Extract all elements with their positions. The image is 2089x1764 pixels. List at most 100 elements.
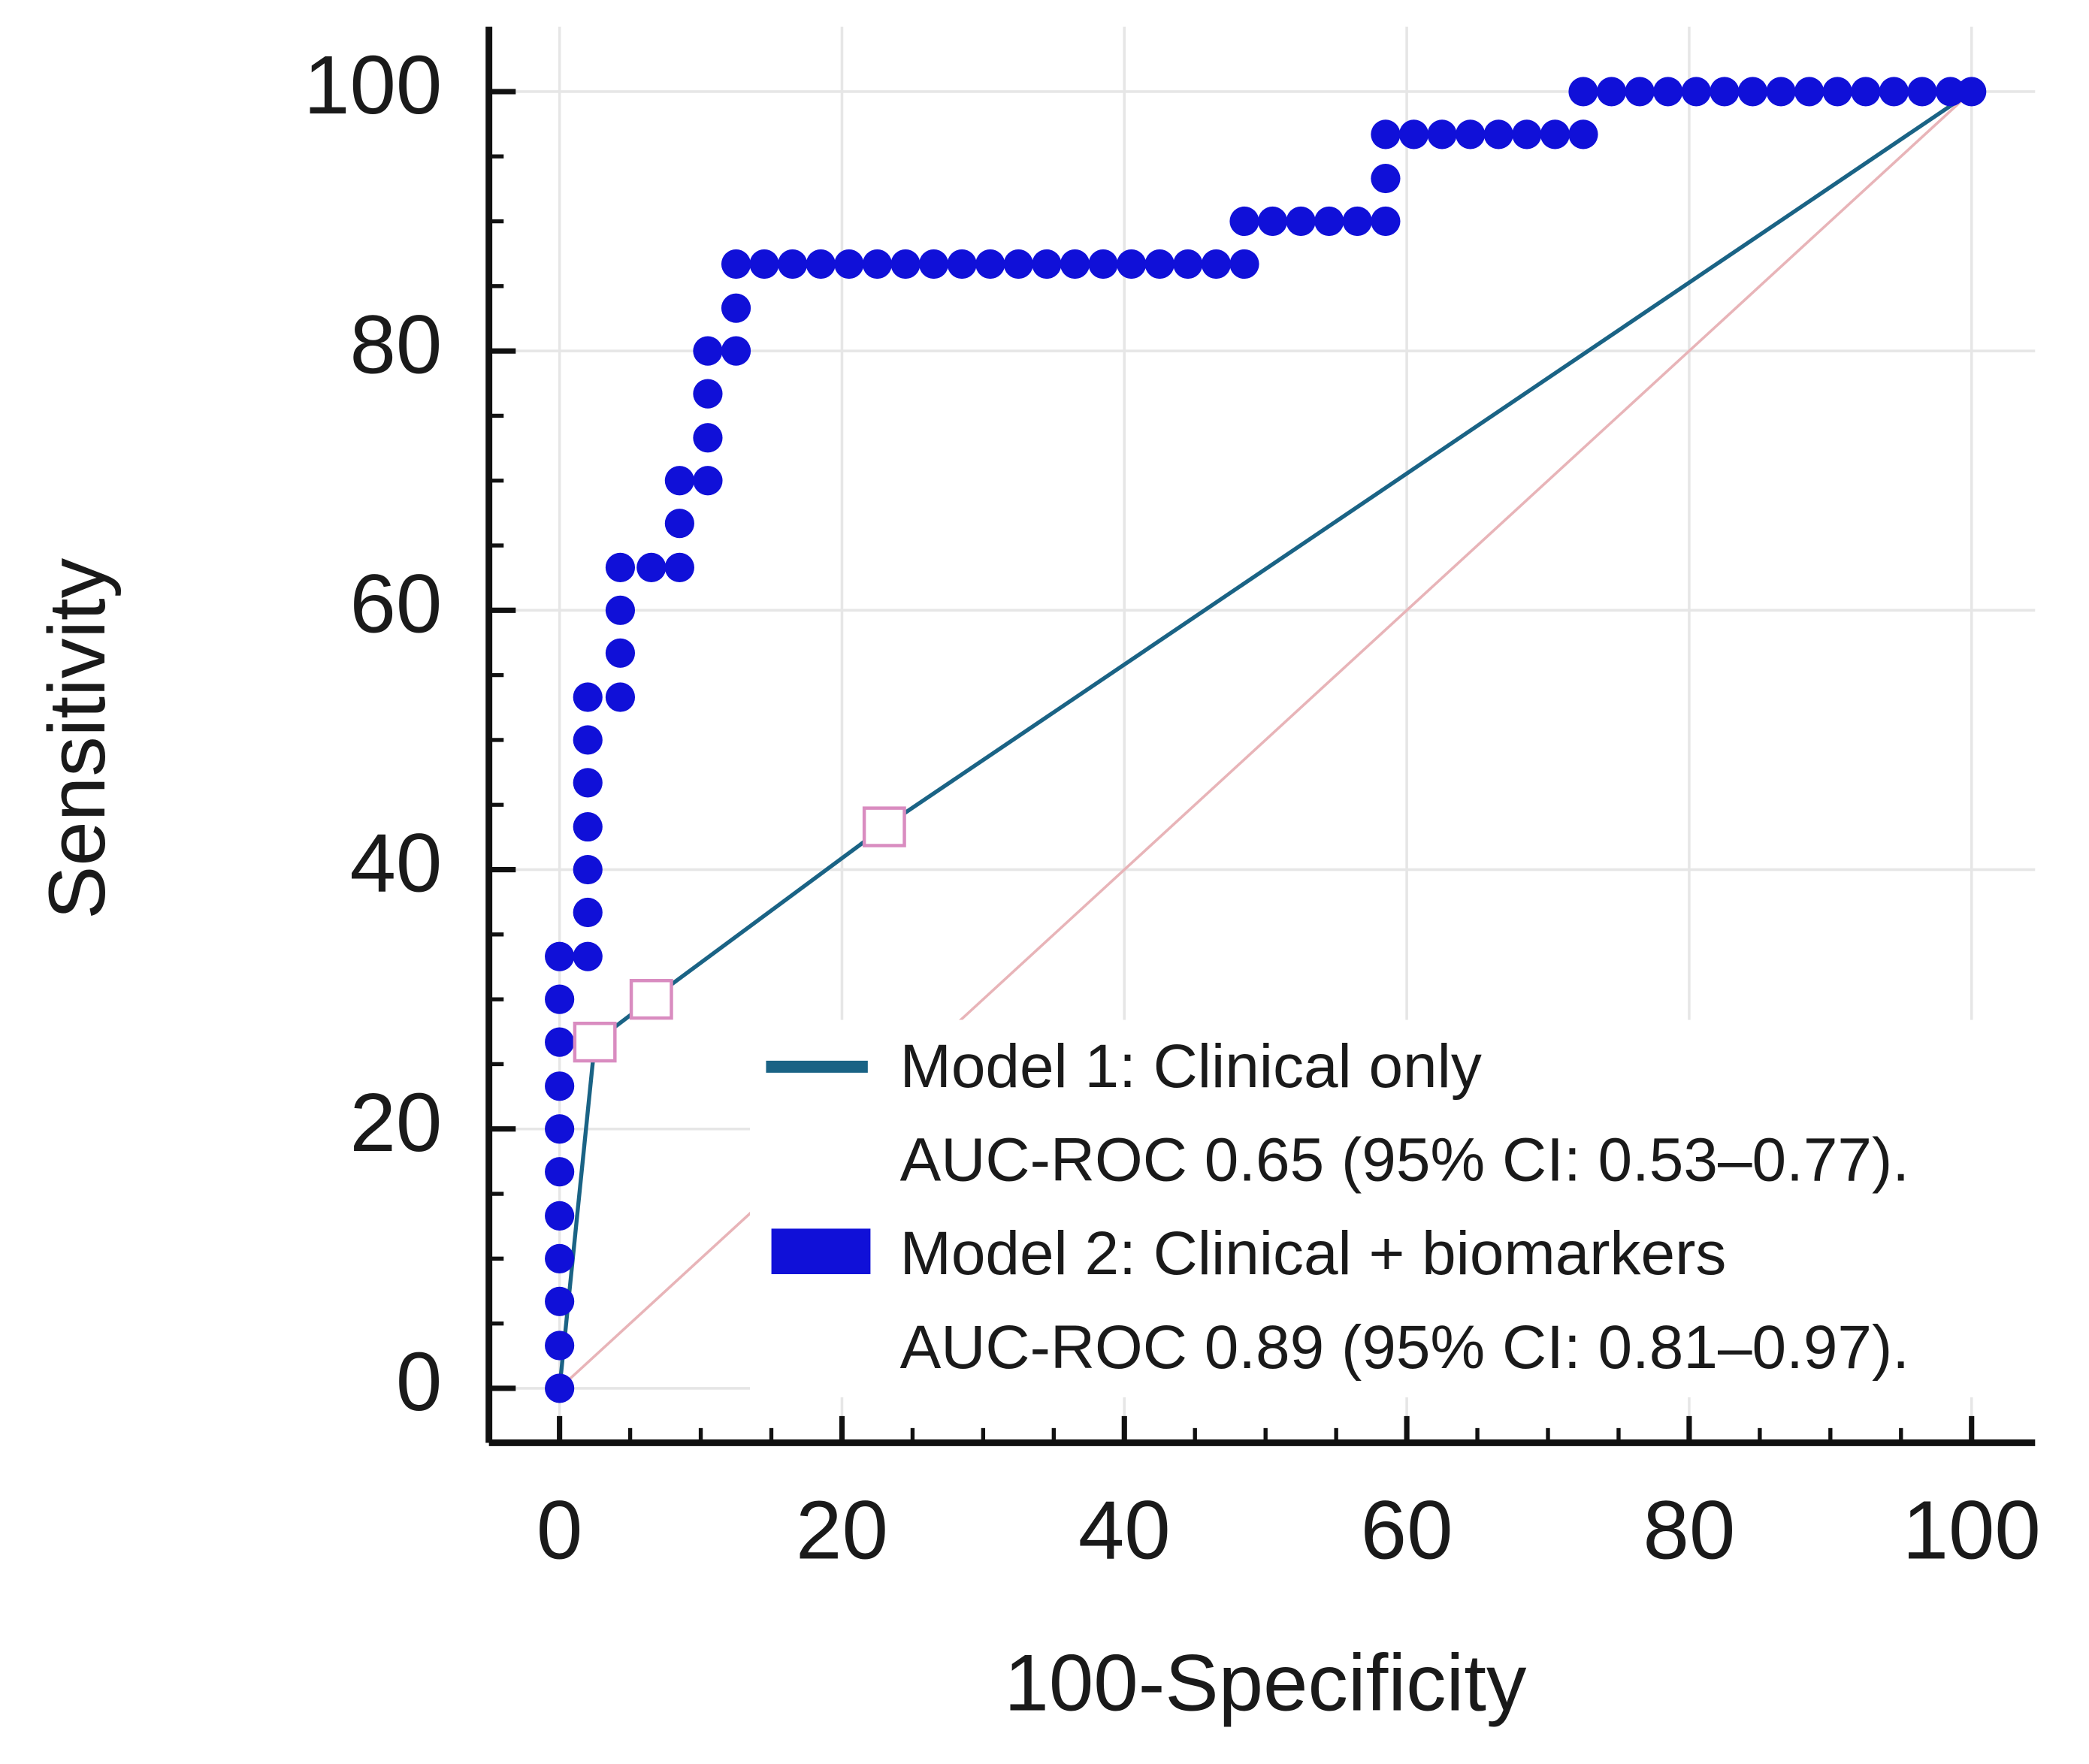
point xyxy=(1681,77,1711,107)
y-tick-label: 100 xyxy=(304,39,442,131)
point xyxy=(1483,119,1513,150)
point xyxy=(1568,119,1598,150)
point xyxy=(545,984,575,1014)
point xyxy=(721,336,751,366)
x-tick-label: 60 xyxy=(1361,1484,1453,1576)
point xyxy=(1625,77,1655,107)
point xyxy=(545,1027,575,1057)
point xyxy=(862,249,893,279)
point xyxy=(605,595,636,625)
point xyxy=(1935,77,1966,107)
point xyxy=(1144,249,1174,279)
point xyxy=(1314,206,1344,237)
point xyxy=(664,509,694,539)
point xyxy=(1229,249,1259,279)
point xyxy=(1879,77,1909,107)
point xyxy=(1512,119,1542,150)
point xyxy=(573,768,603,798)
point xyxy=(545,1286,575,1316)
point xyxy=(545,941,575,971)
point xyxy=(573,682,603,712)
point xyxy=(664,552,694,582)
point xyxy=(1342,206,1372,237)
point xyxy=(545,1331,575,1361)
point xyxy=(1371,163,1401,194)
x-axis-title: 100-Specificity xyxy=(1004,1637,1527,1727)
point xyxy=(1456,119,1486,150)
point xyxy=(545,1157,575,1187)
point xyxy=(1907,77,1937,107)
point xyxy=(1117,249,1147,279)
point xyxy=(693,379,723,409)
y-tick-label: 80 xyxy=(349,298,442,391)
point xyxy=(721,249,751,279)
point xyxy=(545,1373,575,1403)
point xyxy=(1371,206,1401,237)
legend-note: AUC-ROC 0.65 (95% CI: 0.53–0.77). xyxy=(900,1126,1909,1195)
y-tick-label: 20 xyxy=(349,1077,442,1169)
y-axis-title: Sensitivity xyxy=(32,557,122,920)
point xyxy=(545,1201,575,1231)
point xyxy=(1003,249,1033,279)
point xyxy=(862,806,906,847)
point xyxy=(693,423,723,453)
point xyxy=(573,1021,617,1063)
legend-label: Model 1: Clinical only xyxy=(900,1032,1482,1101)
point xyxy=(919,249,949,279)
point xyxy=(573,854,603,885)
point xyxy=(545,1071,575,1101)
y-tick-label: 0 xyxy=(396,1336,442,1428)
point xyxy=(1710,77,1740,107)
x-tick-label: 80 xyxy=(1643,1484,1735,1576)
point xyxy=(1737,77,1768,107)
legend-background xyxy=(750,1019,2089,1397)
x-tick-label: 20 xyxy=(796,1484,888,1576)
point xyxy=(605,638,636,668)
point xyxy=(1427,119,1457,150)
point xyxy=(1653,77,1683,107)
point xyxy=(1229,206,1259,237)
point xyxy=(1173,249,1203,279)
point xyxy=(834,249,864,279)
y-tick-label: 60 xyxy=(349,558,442,651)
point xyxy=(1032,249,1062,279)
point xyxy=(806,249,836,279)
point xyxy=(605,552,636,582)
point xyxy=(1201,249,1232,279)
legend-swatch xyxy=(771,1228,871,1274)
legend-label: Model 2: Clinical + biomarkers xyxy=(900,1219,1727,1288)
point xyxy=(1957,77,1987,107)
x-tick-label: 100 xyxy=(1903,1484,2041,1576)
point xyxy=(975,249,1005,279)
point xyxy=(545,1114,575,1144)
point xyxy=(1766,77,1796,107)
point xyxy=(1286,206,1316,237)
point xyxy=(1568,77,1598,107)
point xyxy=(573,725,603,755)
point xyxy=(693,336,723,366)
point xyxy=(693,466,723,496)
point xyxy=(1851,77,1881,107)
point xyxy=(1060,249,1090,279)
point xyxy=(1371,119,1401,150)
point xyxy=(890,249,921,279)
point xyxy=(664,466,694,496)
point xyxy=(1088,249,1118,279)
x-tick-label: 0 xyxy=(537,1484,582,1576)
legend-note: AUC-ROC 0.89 (95% CI: 0.81–0.97). xyxy=(900,1313,1909,1382)
point xyxy=(749,249,779,279)
point xyxy=(1257,206,1288,237)
point xyxy=(1540,119,1571,150)
point xyxy=(1596,77,1627,107)
point xyxy=(778,249,808,279)
point xyxy=(1398,119,1429,150)
point xyxy=(1794,77,1824,107)
point xyxy=(605,682,636,712)
point xyxy=(573,941,603,971)
point xyxy=(636,552,667,582)
x-tick-label: 40 xyxy=(1078,1484,1171,1576)
y-tick-label: 40 xyxy=(349,817,442,910)
point xyxy=(721,293,751,323)
